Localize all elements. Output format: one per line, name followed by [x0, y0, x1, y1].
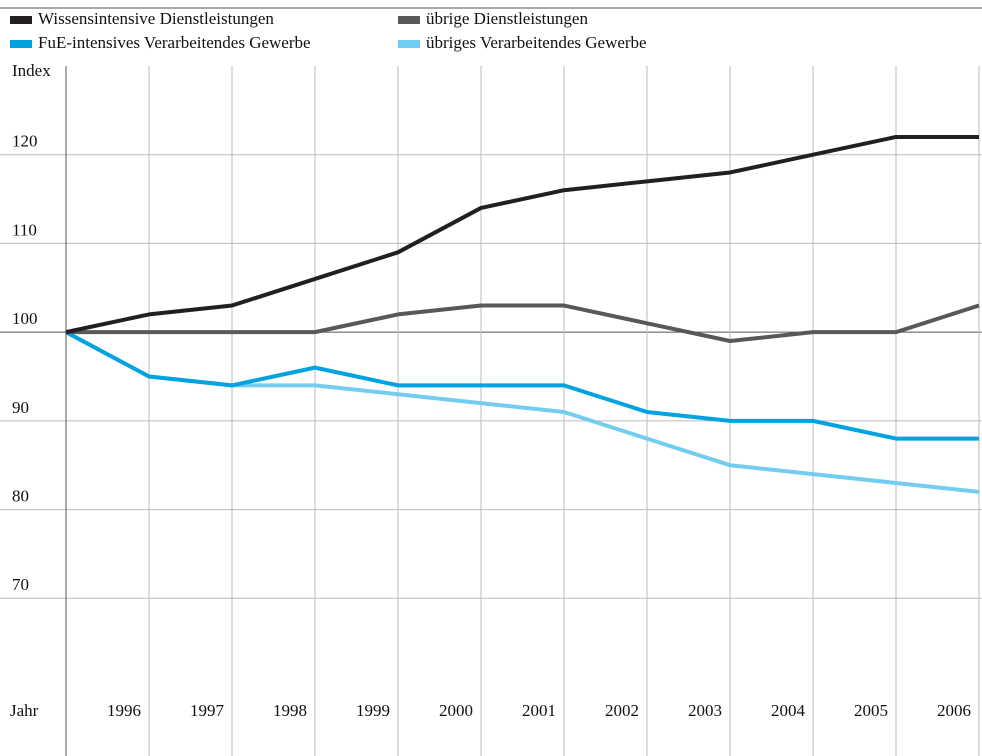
- legend-label: FuE-intensives Verarbeitendes Gewerbe: [38, 33, 311, 52]
- series-line: [65, 134, 979, 335]
- legend-label: übrige Dienstleistungen: [426, 9, 588, 28]
- x-axis-label: Jahr: [10, 701, 39, 720]
- x-tick-label: 2003: [688, 701, 722, 720]
- legend-swatch: [10, 16, 32, 24]
- y-tick-label: 80: [12, 486, 29, 505]
- y-tick-label: 100: [12, 309, 38, 328]
- legend-swatch: [398, 40, 420, 48]
- x-tick-label: 2002: [605, 701, 639, 720]
- legend-swatch: [398, 16, 420, 24]
- x-tick-label: 2005: [854, 701, 888, 720]
- legend-swatch: [10, 40, 32, 48]
- y-tick-label: 70: [12, 575, 29, 594]
- x-tick-label: 2000: [439, 701, 473, 720]
- legend-label: Wissensintensive Dienstleistungen: [38, 9, 274, 28]
- x-tick-label: 1996: [107, 701, 141, 720]
- x-tick-label: 1998: [273, 701, 307, 720]
- series-line: [66, 303, 980, 344]
- x-tick-label: 1997: [190, 701, 225, 720]
- y-axis-label: Index: [12, 61, 51, 80]
- x-tick-label: 2001: [522, 701, 556, 720]
- legend-label: übriges Verarbeitendes Gewerbe: [426, 33, 647, 52]
- y-tick-label: 120: [12, 132, 38, 151]
- series-line: [65, 330, 980, 494]
- x-tick-label: 2004: [771, 701, 806, 720]
- y-tick-label: 90: [12, 398, 29, 417]
- x-tick-label: 2006: [937, 701, 971, 720]
- y-tick-label: 110: [12, 220, 37, 239]
- x-tick-label: 1999: [356, 701, 390, 720]
- series-line: [65, 330, 979, 441]
